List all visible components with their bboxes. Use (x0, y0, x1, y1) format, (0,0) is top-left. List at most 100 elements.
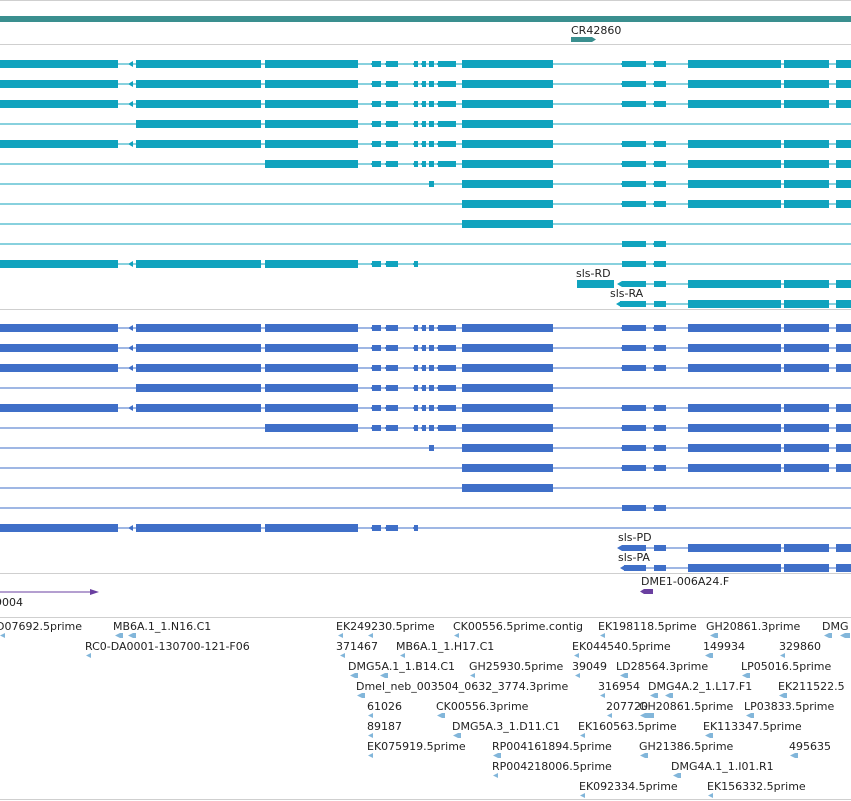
small-exon[interactable] (429, 405, 434, 411)
est-arrow[interactable] (454, 633, 459, 638)
est-feature[interactable]: D07692.5prime (0, 620, 82, 638)
small-exon[interactable] (438, 101, 456, 107)
est-arrow[interactable] (780, 653, 785, 658)
est-arrow[interactable] (746, 713, 751, 718)
est-feature[interactable]: 39049 (572, 660, 607, 678)
small-exon[interactable] (429, 161, 434, 167)
small-exon[interactable] (438, 61, 456, 67)
small-exon[interactable] (386, 61, 398, 67)
exon-block[interactable] (784, 200, 829, 208)
est-feature[interactable]: EK211522.5 (778, 680, 845, 698)
est-arrow[interactable] (437, 713, 442, 718)
exon-block[interactable] (688, 200, 781, 208)
est-arrow[interactable] (128, 633, 133, 638)
small-exon[interactable] (429, 345, 434, 351)
est-block[interactable] (355, 673, 358, 678)
exon-block[interactable] (688, 464, 781, 472)
small-exon[interactable] (386, 365, 398, 371)
exon-block[interactable] (688, 424, 781, 432)
exon-block[interactable] (784, 160, 829, 168)
exon-block[interactable] (836, 200, 851, 208)
est-feature[interactable]: 329860 (779, 640, 821, 658)
est-feature[interactable]: RP004218006.5prime (492, 760, 612, 778)
misc-feature-arrow[interactable] (90, 589, 99, 595)
small-exon[interactable] (429, 425, 434, 431)
est-block[interactable] (655, 693, 658, 698)
est-block[interactable] (678, 773, 681, 778)
exon-block[interactable] (688, 300, 781, 308)
exon-block[interactable] (0, 324, 118, 332)
est-arrow[interactable] (574, 653, 579, 658)
exon-block[interactable] (136, 120, 261, 128)
small-exon[interactable] (386, 261, 398, 267)
est-feature[interactable]: GH20861.3prime (706, 620, 801, 638)
small-exon[interactable] (386, 425, 398, 431)
exon-block[interactable] (688, 364, 781, 372)
small-exon[interactable] (438, 405, 456, 411)
exon-block[interactable] (462, 464, 553, 472)
small-exon[interactable] (372, 425, 381, 431)
exon-block[interactable] (0, 344, 118, 352)
small-exon[interactable] (624, 565, 646, 571)
est-feature[interactable]: GH20861.5prime (639, 700, 734, 718)
est-arrow[interactable] (340, 653, 345, 658)
small-exon[interactable] (438, 325, 456, 331)
small-exon[interactable] (372, 405, 381, 411)
small-exon[interactable] (622, 61, 646, 67)
exon-block[interactable] (0, 60, 118, 68)
mrna-short-row-2[interactable] (616, 300, 851, 308)
est-block[interactable] (710, 733, 713, 738)
small-exon[interactable] (372, 81, 381, 87)
exon-block[interactable] (462, 140, 553, 148)
exon-block[interactable] (836, 160, 851, 168)
exon-block[interactable] (784, 344, 829, 352)
exon-block[interactable] (836, 60, 851, 68)
est-block[interactable] (120, 633, 123, 638)
small-exon[interactable] (386, 525, 398, 531)
est-feature[interactable]: 149934 (703, 640, 745, 658)
exon-block[interactable] (688, 544, 781, 552)
small-exon[interactable] (438, 385, 456, 391)
exon-block[interactable] (688, 160, 781, 168)
small-exon[interactable] (429, 385, 434, 391)
exon-block[interactable] (784, 80, 829, 88)
mrna-row[interactable] (0, 260, 851, 268)
small-exon[interactable] (622, 445, 646, 451)
small-exon[interactable] (654, 81, 666, 87)
est-arrow[interactable] (620, 673, 625, 678)
small-exon[interactable] (438, 345, 456, 351)
exon-block[interactable] (784, 544, 829, 552)
exon-block[interactable] (136, 364, 261, 372)
small-exon[interactable] (622, 261, 646, 267)
exon-block[interactable] (688, 280, 781, 288)
small-exon[interactable] (654, 101, 666, 107)
exon-block[interactable] (462, 120, 553, 128)
protein-short-row-2[interactable] (620, 564, 851, 572)
cr42860-exon[interactable] (571, 37, 592, 42)
small-exon[interactable] (372, 121, 381, 127)
est-feature[interactable]: MB6A.1_1.H17.C1 (396, 640, 494, 658)
mrna-row[interactable] (0, 60, 851, 68)
exon-block[interactable] (688, 344, 781, 352)
small-exon[interactable] (654, 465, 666, 471)
exon-block[interactable] (836, 364, 851, 372)
exon-block[interactable] (136, 404, 261, 412)
est-arrow[interactable] (115, 633, 120, 638)
small-exon[interactable] (372, 365, 381, 371)
exon-block[interactable] (265, 344, 358, 352)
exon-block[interactable] (836, 564, 851, 572)
small-exon[interactable] (654, 281, 666, 287)
small-exon[interactable] (429, 181, 434, 187)
exon-block[interactable] (0, 260, 118, 268)
exon-block[interactable] (265, 260, 358, 268)
exon-block[interactable] (265, 60, 358, 68)
small-exon[interactable] (372, 141, 381, 147)
small-exon[interactable] (438, 365, 456, 371)
small-exon[interactable] (654, 405, 666, 411)
est-arrow[interactable] (665, 693, 670, 698)
exon-block[interactable] (784, 100, 829, 108)
est-arrow[interactable] (357, 693, 362, 698)
exon-block[interactable] (462, 344, 553, 352)
small-exon[interactable] (622, 365, 646, 371)
exon-block[interactable] (784, 564, 829, 572)
